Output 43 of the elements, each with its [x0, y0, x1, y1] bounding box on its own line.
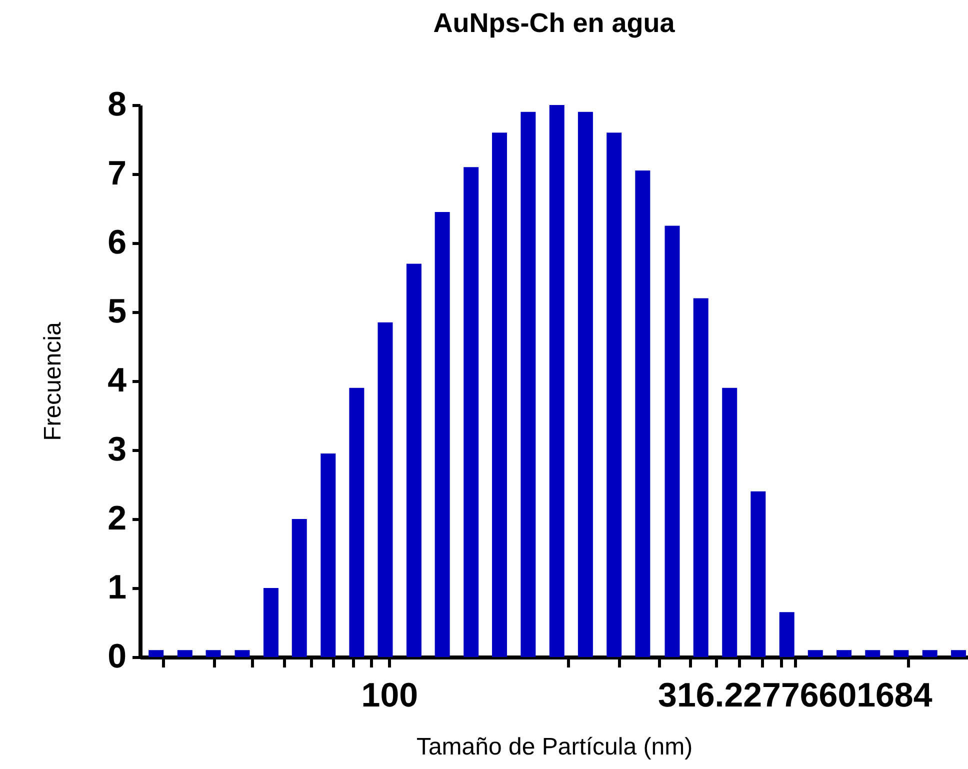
- y-tick-label: 1: [108, 568, 126, 606]
- y-tick-label: 5: [108, 292, 126, 330]
- y-tick-label: 2: [108, 500, 126, 538]
- bar: [177, 650, 192, 657]
- bar: [549, 105, 564, 657]
- bar: [693, 298, 708, 657]
- bar: [148, 650, 164, 657]
- y-axis-title: Frecuencia: [40, 321, 67, 441]
- y-tick-label: 7: [108, 154, 126, 192]
- bar: [865, 650, 880, 657]
- y-tick-label: 6: [108, 224, 126, 262]
- bar: [263, 588, 278, 657]
- bar: [606, 132, 622, 657]
- bar: [292, 519, 307, 657]
- bar: [406, 264, 422, 657]
- bar: [664, 226, 680, 657]
- y-tick-label: 3: [108, 430, 126, 468]
- bar: [750, 491, 766, 657]
- x-axis-title: Tamaño de Partícula (nm): [416, 734, 693, 760]
- bar: [722, 388, 738, 657]
- bar: [578, 112, 593, 657]
- bar: [464, 167, 479, 657]
- y-tick-label: 8: [108, 86, 126, 124]
- bar: [635, 170, 650, 657]
- bar: [779, 612, 794, 657]
- bar: [378, 322, 393, 657]
- bar: [950, 650, 966, 657]
- bar: [320, 453, 336, 657]
- bar: [836, 650, 852, 657]
- bar: [206, 650, 221, 657]
- y-tick-label: 0: [108, 638, 126, 676]
- bar: [894, 650, 909, 657]
- y-tick-label: 4: [108, 362, 127, 400]
- bar: [234, 650, 250, 657]
- bar: [922, 650, 938, 657]
- x-tick-label: 100: [361, 676, 418, 714]
- bar: [520, 112, 536, 657]
- bar: [808, 650, 823, 657]
- bar: [349, 388, 364, 657]
- bar: [434, 212, 450, 657]
- bar: [492, 132, 508, 657]
- chart-title: AuNps-Ch en agua: [433, 8, 676, 38]
- x-tick-label: 316.22776601684: [658, 676, 932, 714]
